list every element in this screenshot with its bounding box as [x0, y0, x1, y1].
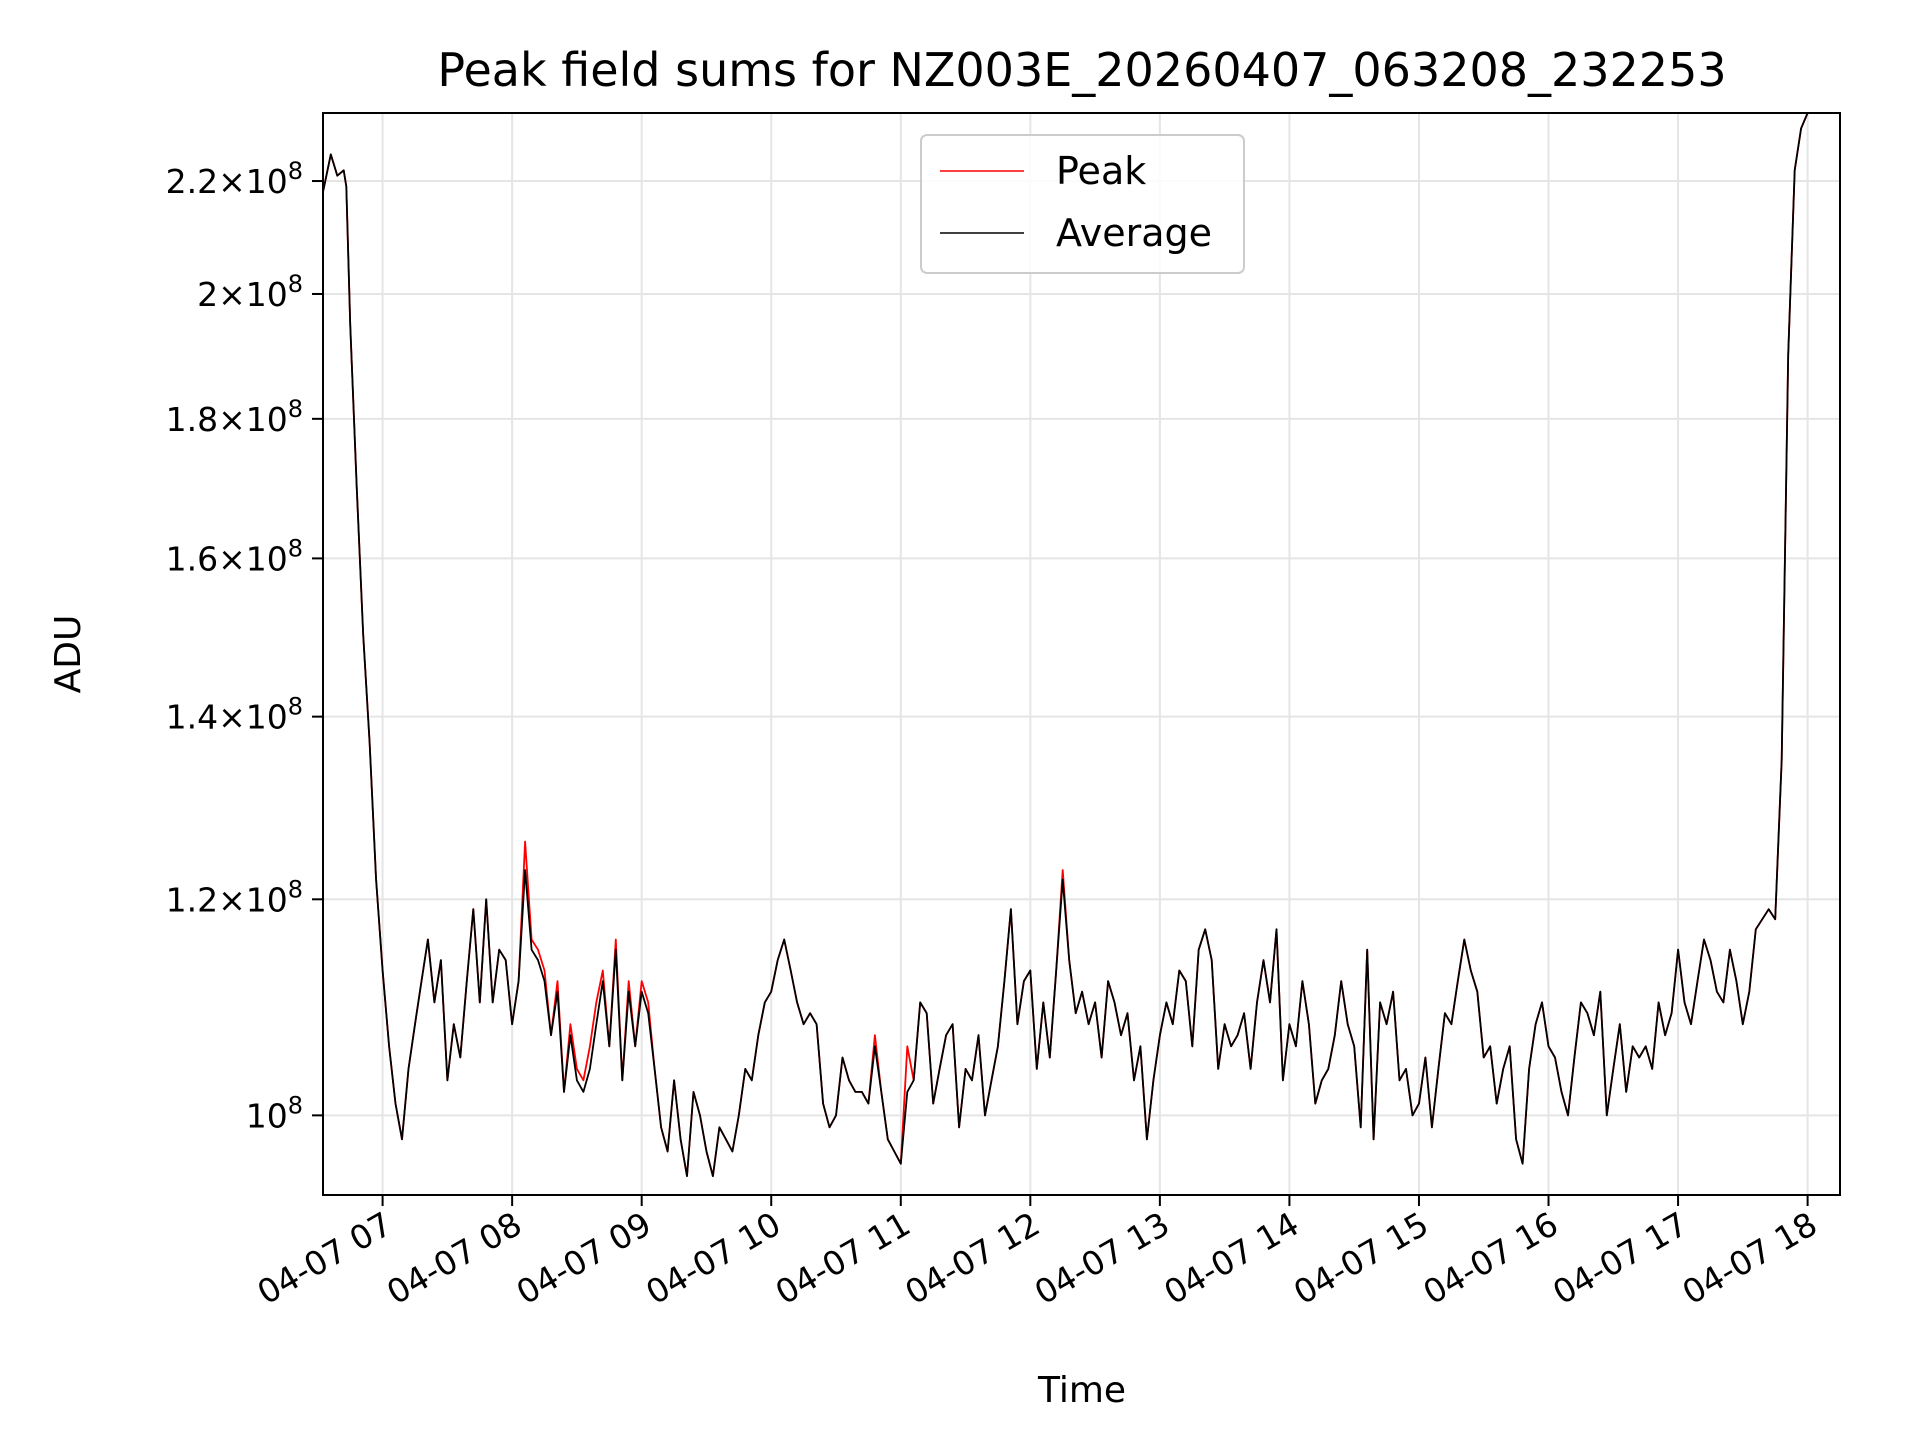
series-line-average	[322, 112, 1809, 1177]
x-tick-label: 04-07 09	[510, 1204, 658, 1312]
x-tick-label: 04-07 17	[1546, 1204, 1694, 1312]
y-axis-label: ADU	[48, 615, 89, 694]
y-tick-label: 1.6×108	[166, 534, 303, 578]
legend-label-peak: Peak	[1056, 149, 1146, 193]
legend: Peak Average	[920, 134, 1245, 274]
x-axis-label: Time	[1037, 1370, 1126, 1411]
x-tick-label: 04-07 10	[639, 1204, 787, 1312]
y-tick-label: 2×108	[197, 270, 303, 314]
x-tick-label: 04-07 18	[1676, 1204, 1824, 1312]
x-tick-label: 04-07 16	[1417, 1204, 1565, 1312]
y-ticks: 108 1.2×108 1.4×108 1.6×108 1.8×108 2×108 2.2×…	[166, 157, 323, 1135]
grid	[323, 113, 1840, 1195]
legend-box	[920, 134, 1245, 274]
plot-frame	[322, 112, 1841, 1196]
legend-label-average: Average	[1056, 211, 1212, 255]
y-tick-label: 1.8×108	[166, 395, 303, 439]
y-tick-label: 1.2×108	[166, 875, 303, 919]
y-tick-label: 2.2×108	[166, 157, 303, 201]
x-tick-label: 04-07 14	[1157, 1204, 1305, 1312]
x-tick-label: 04-07 08	[380, 1204, 528, 1312]
x-tick-label: 04-07 13	[1028, 1204, 1176, 1312]
x-tick-label: 04-07 15	[1287, 1204, 1435, 1312]
y-tick-label: 1.4×108	[166, 693, 303, 737]
x-tick-label: 04-07 12	[898, 1204, 1046, 1312]
y-tick-label: 108	[246, 1091, 303, 1135]
x-tick-label: 04-07 07	[251, 1204, 399, 1312]
chart-title: Peak field sums for NZ003E_20260407_0632…	[437, 43, 1726, 97]
x-tick-label: 04-07 11	[769, 1204, 917, 1312]
series-group	[322, 112, 1809, 1177]
